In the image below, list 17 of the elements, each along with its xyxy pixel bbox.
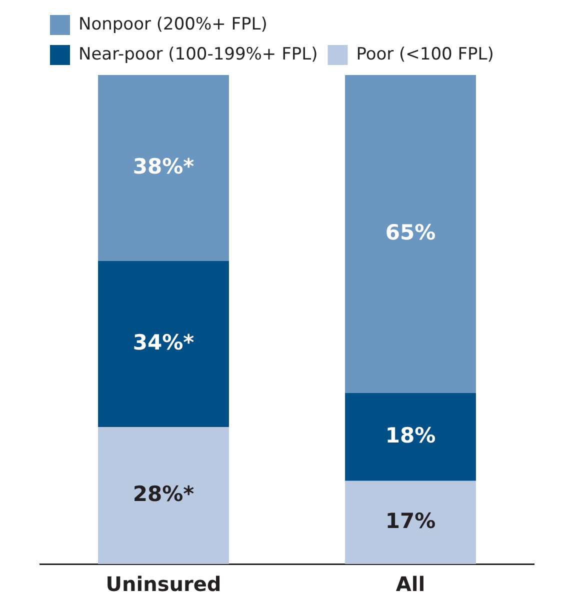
legend-label: Poor (<100 FPL) (356, 44, 494, 64)
x-tick-label: All (396, 572, 426, 596)
bar (345, 480, 476, 564)
bar (345, 392, 476, 481)
bar (345, 75, 476, 393)
bar (98, 75, 229, 261)
data-label: 18% (385, 423, 436, 448)
x-tick-label: Uninsured (106, 572, 222, 596)
data-label: 17% (385, 508, 436, 533)
data-label: 34%* (132, 330, 194, 354)
data-label: 38%* (132, 154, 194, 178)
data-label: 28%* (132, 482, 194, 506)
legend-label: Nonpoor (200%+ FPL) (78, 14, 268, 34)
legend-label: Near-poor (100-199%+ FPL) (78, 44, 318, 64)
bar (98, 427, 229, 564)
data-label: 65% (385, 220, 436, 244)
bar (98, 260, 229, 428)
